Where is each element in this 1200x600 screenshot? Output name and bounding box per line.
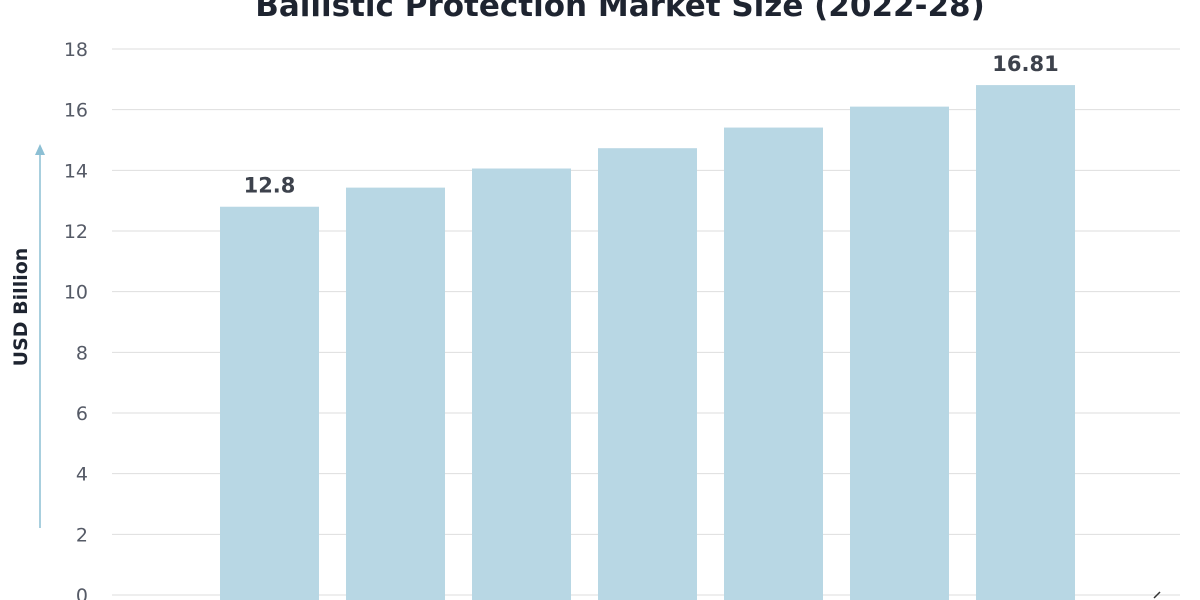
y-axis-arrow bbox=[35, 144, 45, 528]
y-tick-label: 14 bbox=[64, 160, 88, 182]
chart-title: Ballistic Protection Market Size (2022-2… bbox=[255, 0, 985, 24]
y-axis-label: USD Billion bbox=[10, 248, 32, 367]
bar bbox=[220, 206, 319, 600]
y-tick-label: 10 bbox=[64, 282, 88, 304]
y-tick-label: 4 bbox=[76, 464, 88, 486]
y-tick-label: 12 bbox=[64, 221, 88, 243]
y-tick-label: 18 bbox=[64, 39, 88, 61]
y-tick-label: 2 bbox=[76, 524, 88, 546]
bars bbox=[220, 85, 1075, 600]
bar bbox=[850, 106, 949, 600]
y-tick-label: 16 bbox=[64, 100, 88, 122]
data-label: 16.81 bbox=[992, 52, 1058, 76]
corner-mark bbox=[1153, 591, 1161, 599]
bar bbox=[976, 85, 1075, 600]
y-tick-label: 0 bbox=[76, 585, 88, 600]
y-axis-ticks: 0 2 4 6 8 10 12 14 16 18 bbox=[64, 39, 88, 600]
bar bbox=[472, 168, 571, 600]
y-tick-label: 8 bbox=[76, 342, 88, 364]
bar bbox=[724, 127, 823, 600]
data-label: 12.8 bbox=[244, 174, 296, 198]
y-tick-label: 6 bbox=[76, 403, 88, 425]
bar bbox=[598, 148, 697, 600]
bar bbox=[346, 187, 445, 600]
data-labels: 12.8 16.81 bbox=[244, 52, 1059, 198]
